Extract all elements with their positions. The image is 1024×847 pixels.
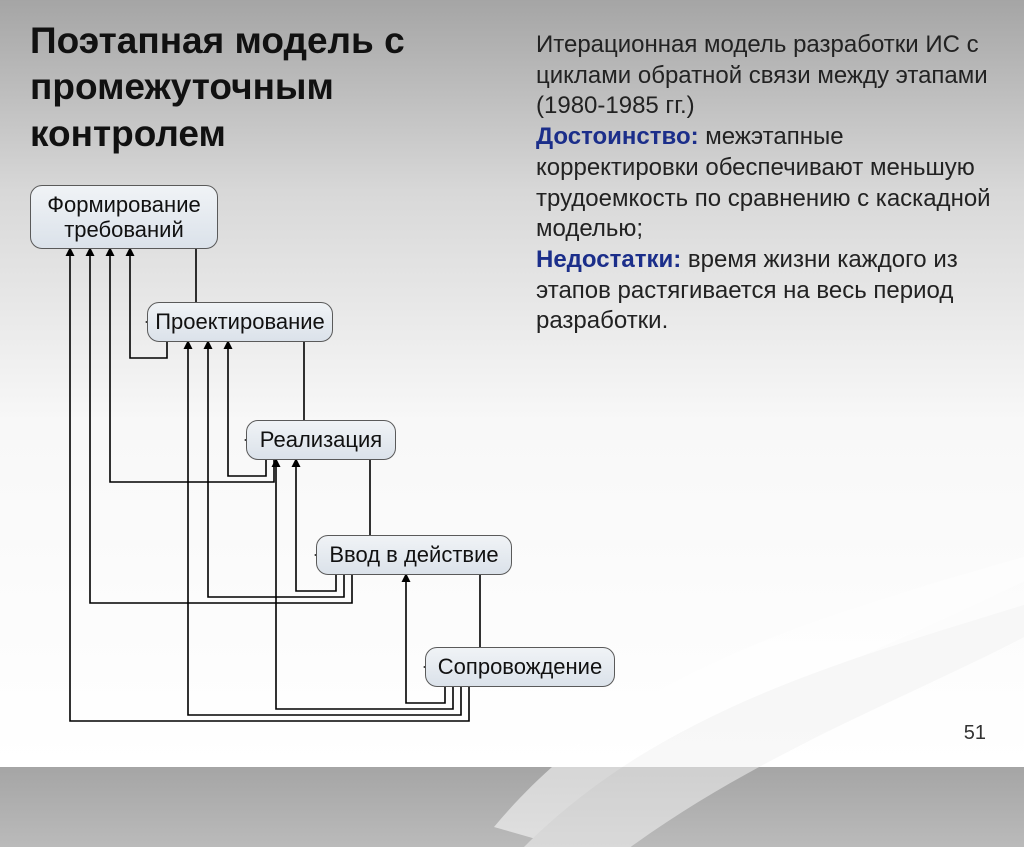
page-number: 51 xyxy=(964,722,986,745)
background-swoosh xyxy=(444,347,1024,847)
desc-disadvantage: Недостатки: время жизни каждого из этапо… xyxy=(536,245,996,337)
slide-description: Итерационная модель разработки ИС с цикл… xyxy=(536,30,996,337)
stage-node-n2: Проектирование xyxy=(147,302,333,342)
dis-label: Недостатки: xyxy=(536,246,681,273)
adv-label: Достоинство: xyxy=(536,123,699,150)
stage-node-n4: Ввод в действие xyxy=(316,535,512,575)
stage-node-n1: Формирование требований xyxy=(30,185,218,249)
desc-advantage: Достоинство: межэтапные корректировки об… xyxy=(536,122,996,245)
stage-node-n3: Реализация xyxy=(246,420,396,460)
stage-node-n5: Сопровождение xyxy=(425,647,615,687)
slide-title: Поэтапная модель с промежуточным контрол… xyxy=(30,18,490,157)
desc-intro: Итерационная модель разработки ИС с цикл… xyxy=(536,30,996,122)
